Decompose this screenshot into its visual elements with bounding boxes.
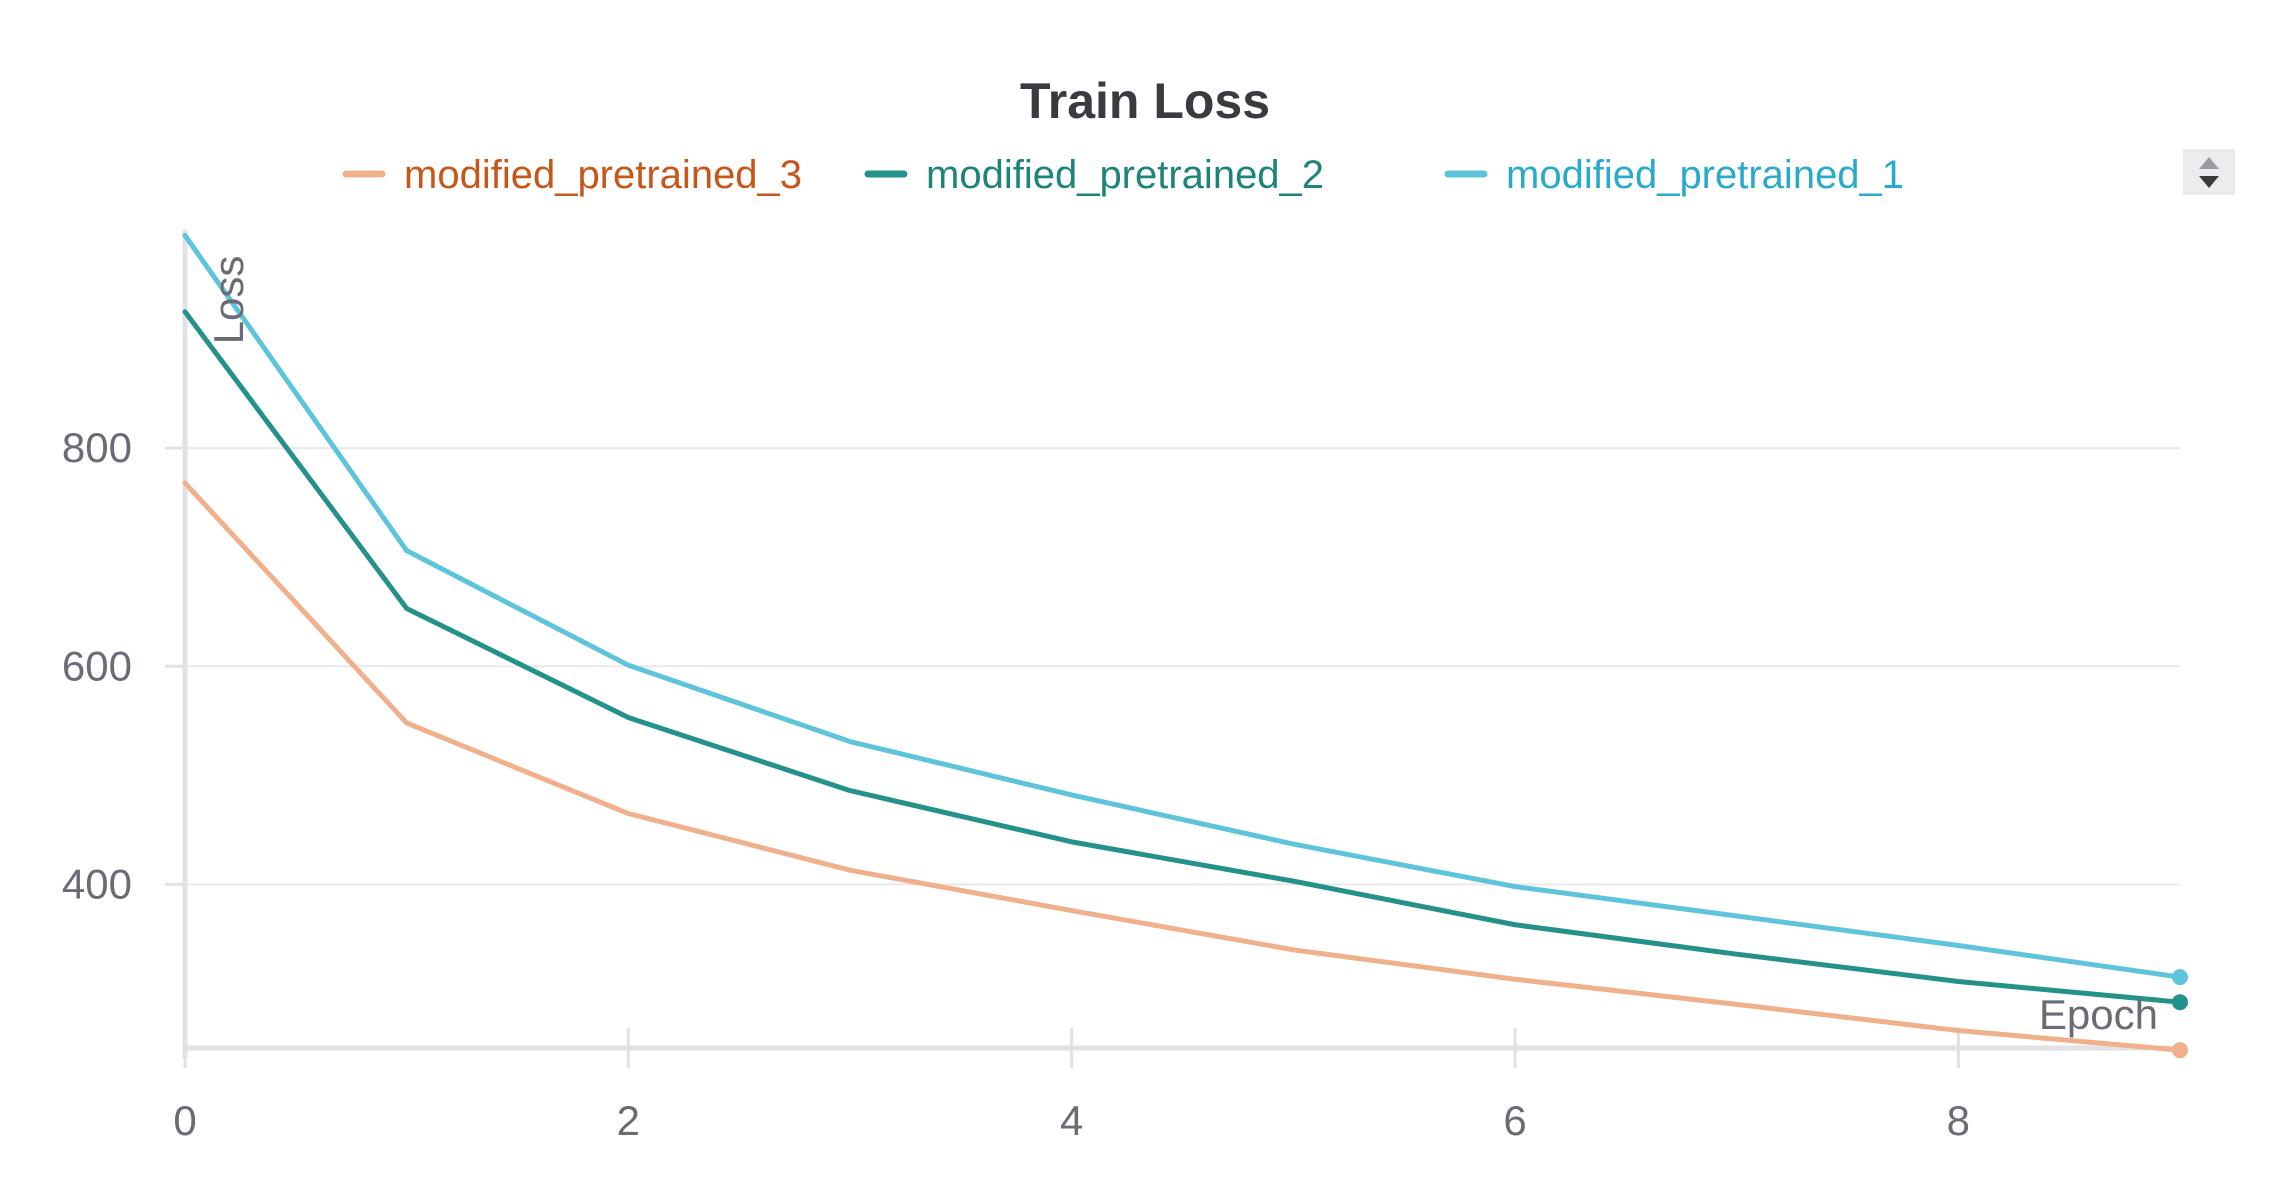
series-line-modified_pretrained_2 [182, 309, 2183, 1005]
y-tick-label: 400 [62, 860, 132, 907]
y-tick-label: 800 [62, 424, 132, 471]
y-axis-ticks: 400 600 800 [62, 424, 185, 907]
x-tick-label: 6 [1503, 1097, 1526, 1144]
series-line-modified_pretrained_3 [182, 480, 2183, 1053]
legend-label-modified_pretrained_3: modified_pretrained_3 [404, 153, 802, 197]
series-lines [182, 232, 2188, 1059]
x-tick-label: 4 [1060, 1097, 1083, 1144]
x-tick-label: 8 [1947, 1097, 1970, 1144]
series-end-point-modified_pretrained_2 [2172, 994, 2188, 1011]
x-axis-title: Epoch [2039, 991, 2158, 1038]
legend-scroll-control[interactable] [2183, 149, 2235, 195]
y-axis-title: Loss [205, 256, 252, 345]
y-tick-label: 600 [62, 642, 132, 689]
legend: modified_pretrained_3 modified_pretrained… [342, 153, 1904, 197]
gridlines [185, 447, 2180, 886]
series-line-modified_pretrained_1 [182, 232, 2183, 980]
axes [182, 230, 2180, 1058]
x-tick-label: 2 [617, 1097, 640, 1144]
series-end-point-modified_pretrained_3 [2172, 1042, 2188, 1059]
legend-scroll-box[interactable] [2183, 149, 2235, 195]
chart-title: Train Loss [1020, 73, 1270, 129]
x-tick-label: 0 [173, 1097, 196, 1144]
legend-label-modified_pretrained_1: modified_pretrained_1 [1506, 153, 1904, 197]
legend-label-modified_pretrained_2: modified_pretrained_2 [926, 153, 1324, 197]
scroll-down-icon[interactable] [2199, 176, 2219, 188]
scroll-up-icon[interactable] [2199, 157, 2219, 169]
series-end-point-modified_pretrained_1 [2172, 969, 2188, 986]
x-axis-ticks: 0 2 4 6 8 [173, 1028, 1970, 1144]
